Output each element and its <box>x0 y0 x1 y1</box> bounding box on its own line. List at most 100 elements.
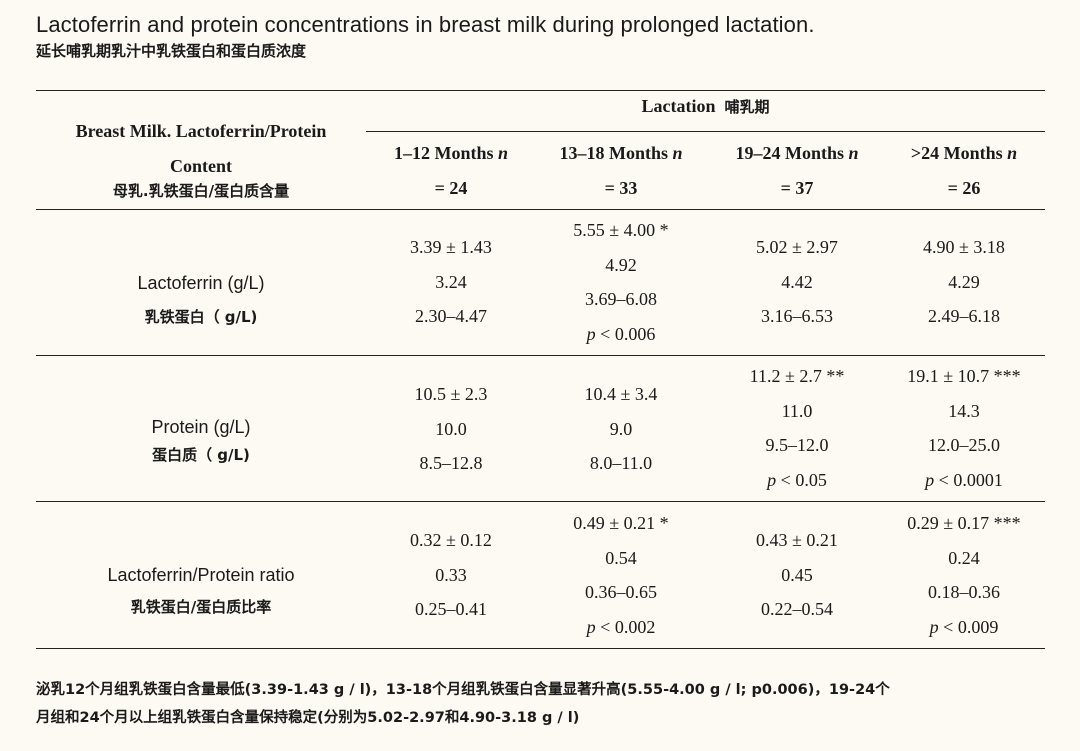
mean-sd: 4.90 ± 3.18 <box>923 237 1005 257</box>
column-header-4: >24 Months n = 26 <box>878 136 1050 205</box>
p-text: < 0.006 <box>600 323 656 344</box>
p-value: p < 0.0001 <box>878 463 1050 498</box>
median: 4.29 <box>948 271 980 292</box>
median: 0.45 <box>781 564 813 585</box>
median: 11.0 <box>781 400 813 421</box>
p-value: p < 0.009 <box>878 610 1050 645</box>
mean-sd: 19.1 ± 10.7 *** <box>907 366 1021 386</box>
column-label: 19–24 Months <box>735 143 844 163</box>
row-divider <box>36 355 1045 356</box>
row-divider <box>36 501 1045 502</box>
mean-sd: 10.4 ± 3.4 <box>584 384 658 404</box>
mean-sd: 10.5 ± 2.3 <box>414 384 488 404</box>
column-n: = 33 <box>604 177 638 198</box>
n-label: n <box>672 143 683 163</box>
mean-sd: 0.43 ± 0.21 <box>756 530 838 550</box>
range: 2.49–6.18 <box>928 306 1000 326</box>
mean-sd: 5.02 ± 2.97 <box>756 237 838 257</box>
n-label: n <box>848 143 859 163</box>
table-cell: 19.1 ± 10.7 *** 14.3 12.0–25.0 p < 0.000… <box>878 359 1050 497</box>
table-top-rule <box>36 90 1045 91</box>
median: 3.24 <box>435 271 467 292</box>
p-value: p < 0.05 <box>706 463 888 498</box>
column-label: 13–18 Months <box>559 143 668 163</box>
median: 4.42 <box>781 271 813 292</box>
row-header-cell: Breast Milk. Lactoferrin/Protein Content… <box>36 114 366 200</box>
row-header-en-2: Content <box>170 156 232 176</box>
range: 0.36–0.65 <box>585 582 657 602</box>
range: 3.16–6.53 <box>761 306 833 326</box>
table-cell: 4.90 ± 3.18 4.29 2.49–6.18 <box>878 230 1050 334</box>
table-cell: 0.29 ± 0.17 *** 0.24 0.18–0.36 p < 0.009 <box>878 506 1050 644</box>
p-text: < 0.05 <box>780 469 827 490</box>
row-label-zh: 乳铁蛋白（ g/L) <box>144 308 258 326</box>
range: 9.5–12.0 <box>765 435 829 455</box>
median: 0.54 <box>605 547 637 568</box>
row-label-zh: 乳铁蛋白/蛋白质比率 <box>130 598 272 616</box>
mean-sd: 0.32 ± 0.12 <box>410 530 492 550</box>
range: 0.25–0.41 <box>415 599 487 619</box>
table-cell: 5.55 ± 4.00 * 4.92 3.69–6.08 p < 0.006 <box>536 213 706 351</box>
table-cell: 5.02 ± 2.97 4.42 3.16–6.53 <box>706 230 888 334</box>
n-label: n <box>498 143 509 163</box>
mean-sd: 5.55 ± 4.00 * <box>573 220 669 240</box>
row-label-zh: 蛋白质（ g/L) <box>152 446 250 464</box>
row-label-protein: Protein (g/L) 蛋白质（ g/L) <box>36 413 366 469</box>
n-label: n <box>1007 143 1018 163</box>
table-cell: 10.5 ± 2.3 10.0 8.5–12.8 <box>366 377 536 481</box>
row-label-en: Protein (g/L) <box>151 417 251 437</box>
column-n: = 24 <box>434 177 468 198</box>
page-title: Lactoferrin and protein concentrations i… <box>36 12 815 37</box>
median: 9.0 <box>609 418 633 439</box>
mean-sd: 0.49 ± 0.21 * <box>573 513 669 533</box>
column-header-1: 1–12 Months n = 24 <box>366 136 536 205</box>
group-header-rule <box>366 131 1045 132</box>
mean-sd: 3.39 ± 1.43 <box>410 237 492 257</box>
table-bottom-rule <box>36 648 1045 649</box>
footnote: 泌乳12个月组乳铁蛋白含量最低(3.39-1.43 g / l)，13-18个月… <box>36 676 1036 732</box>
table-cell: 3.39 ± 1.43 3.24 2.30–4.47 <box>366 230 536 334</box>
range: 8.5–12.8 <box>419 453 483 473</box>
p-label: p <box>586 616 596 637</box>
p-label: p <box>925 469 935 490</box>
table-cell: 0.49 ± 0.21 * 0.54 0.36–0.65 p < 0.002 <box>536 506 706 644</box>
median: 0.33 <box>435 564 467 585</box>
table-cell: 11.2 ± 2.7 ** 11.0 9.5–12.0 p < 0.05 <box>706 359 888 497</box>
row-label-en: Lactoferrin (g/L) <box>137 273 265 293</box>
range: 8.0–11.0 <box>589 453 653 473</box>
p-text: < 0.002 <box>600 616 656 637</box>
group-header: Lactation 哺乳期 <box>366 96 1045 117</box>
group-label-zh: 哺乳期 <box>724 98 770 116</box>
range: 2.30–4.47 <box>415 306 487 326</box>
row-label-lactoferrin: Lactoferrin (g/L) 乳铁蛋白（ g/L) <box>36 266 366 334</box>
column-header-3: 19–24 Months n = 37 <box>706 136 888 205</box>
row-header-zh: 母乳.乳铁蛋白/蛋白质含量 <box>112 182 290 200</box>
median: 4.92 <box>605 254 637 275</box>
header-bottom-rule <box>36 209 1045 210</box>
median: 14.3 <box>948 400 980 421</box>
p-label: p <box>929 616 939 637</box>
row-header-en-1: Breast Milk. Lactoferrin/Protein <box>75 121 327 141</box>
column-label: 1–12 Months <box>393 143 494 163</box>
group-label-en: Lactation <box>641 96 716 116</box>
p-value: p < 0.006 <box>536 317 706 352</box>
range: 0.18–0.36 <box>928 582 1000 602</box>
range: 3.69–6.08 <box>585 289 657 309</box>
median: 10.0 <box>435 418 467 439</box>
table-cell: 10.4 ± 3.4 9.0 8.0–11.0 <box>536 377 706 481</box>
mean-sd: 0.29 ± 0.17 *** <box>907 513 1021 533</box>
column-n: = 37 <box>780 177 814 198</box>
table-cell: 0.32 ± 0.12 0.33 0.25–0.41 <box>366 523 536 627</box>
page-subtitle: 延长哺乳期乳汁中乳铁蛋白和蛋白质浓度 <box>36 42 307 60</box>
row-label-en: Lactoferrin/Protein ratio <box>107 565 295 585</box>
p-text: < 0.0001 <box>938 469 1003 490</box>
column-n: = 26 <box>947 177 981 198</box>
footnote-line-1: 泌乳12个月组乳铁蛋白含量最低(3.39-1.43 g / l)，13-18个月… <box>36 682 890 698</box>
mean-sd: 11.2 ± 2.7 ** <box>749 366 845 386</box>
footnote-line-2: 月组和24个月以上组乳铁蛋白含量保持稳定(分别为5.02-2.97和4.90-3… <box>36 710 580 726</box>
table-cell: 0.43 ± 0.21 0.45 0.22–0.54 <box>706 523 888 627</box>
p-label: p <box>767 469 777 490</box>
column-header-2: 13–18 Months n = 33 <box>536 136 706 205</box>
p-label: p <box>586 323 596 344</box>
p-text: < 0.009 <box>943 616 999 637</box>
